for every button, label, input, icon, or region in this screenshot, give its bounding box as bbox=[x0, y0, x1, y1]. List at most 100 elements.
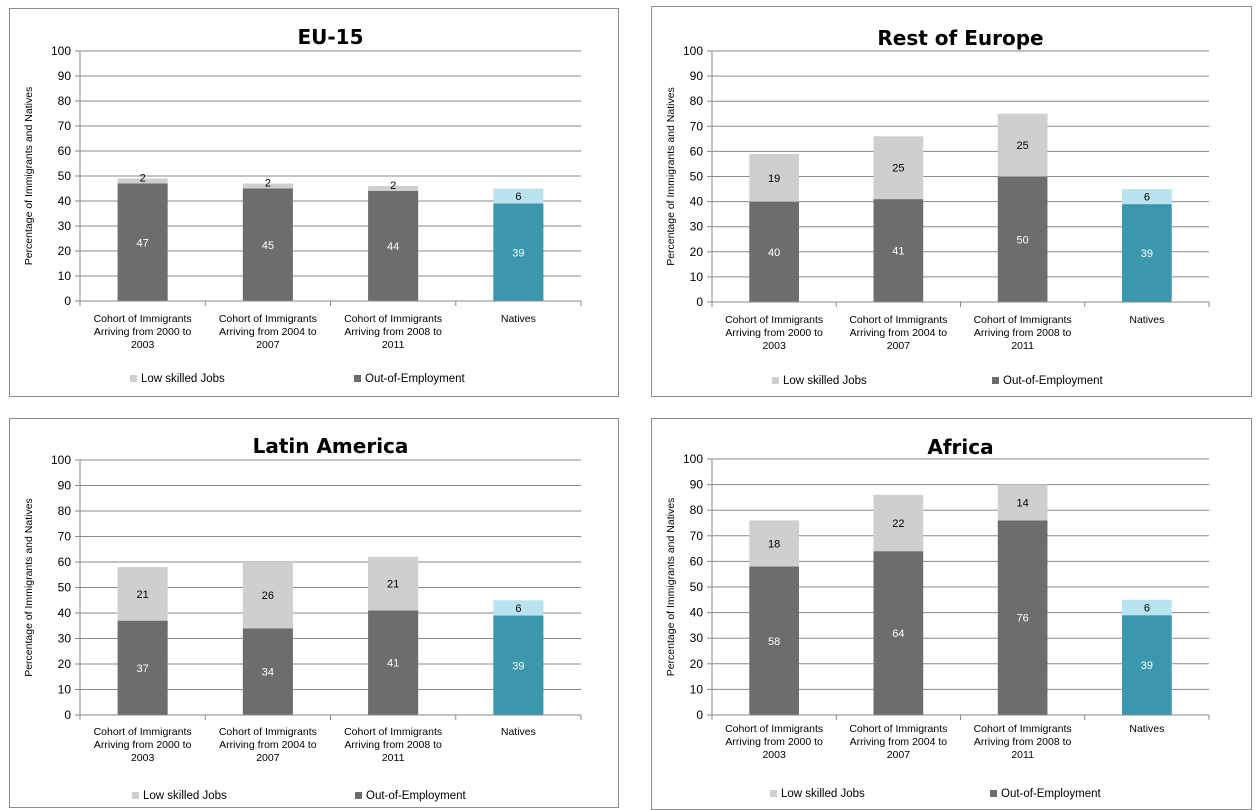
bar-chart: Rest of Europe 0 10 20 30 40 50 60 70 80 90 100 Perc… bbox=[665, 26, 1210, 387]
legend-label: Out-of-Employment bbox=[1003, 375, 1104, 387]
x-category-label: Natives bbox=[501, 726, 536, 738]
y-tick-label: 30 bbox=[58, 219, 72, 233]
y-tick-label: 100 bbox=[51, 44, 71, 58]
bar-low-skilled-jobs bbox=[117, 567, 168, 621]
x-category-label: Cohort of Immigrants Arriving from 2008 t… bbox=[974, 314, 1072, 352]
y-tick-label: 20 bbox=[690, 245, 704, 259]
y-tick-label: 90 bbox=[690, 478, 704, 492]
x-category-label-line: Cohort of Immigrants bbox=[94, 313, 192, 325]
y-tick-label: 70 bbox=[690, 119, 704, 133]
y-tick-label: 60 bbox=[58, 555, 72, 569]
legend-label: Out-of-Employment bbox=[365, 373, 466, 385]
x-category-label-line: Cohort of Immigrants bbox=[725, 723, 823, 735]
y-tick-label: 100 bbox=[51, 453, 71, 467]
data-label-low-skilled-jobs: 6 bbox=[1144, 192, 1150, 204]
legend-label: Out-of-Employment bbox=[1001, 788, 1102, 800]
x-category-label-line: 2007 bbox=[887, 340, 911, 352]
chart-title: Rest of Europe bbox=[877, 26, 1043, 50]
data-label-out-of-employment: 50 bbox=[1017, 234, 1029, 246]
x-category-label-line: 2003 bbox=[131, 339, 155, 351]
x-category-label: Cohort of Immigrants Arriving from 2000 t… bbox=[725, 314, 823, 352]
y-tick-label: 80 bbox=[58, 504, 72, 518]
bar-low-skilled-jobs bbox=[873, 494, 924, 552]
x-category-label-line: Cohort of Immigrants bbox=[344, 726, 442, 738]
y-tick-label: 10 bbox=[690, 682, 704, 696]
bar-chart: Africa 0 10 20 30 40 50 60 70 80 90 100 Percentage o… bbox=[665, 435, 1210, 800]
x-category-label: Natives bbox=[501, 313, 536, 325]
data-label-out-of-employment: 64 bbox=[892, 628, 904, 640]
y-tick-label: 80 bbox=[690, 503, 704, 517]
y-tick-label: 20 bbox=[58, 244, 72, 258]
bar-out-of-employment bbox=[242, 628, 293, 715]
y-tick-label: 0 bbox=[64, 294, 71, 308]
y-tick-label: 40 bbox=[58, 194, 72, 208]
legend-swatch bbox=[770, 790, 777, 797]
y-tick-label: 90 bbox=[58, 69, 72, 83]
x-category-label-line: 2011 bbox=[1011, 340, 1034, 352]
y-tick-label: 90 bbox=[690, 69, 704, 83]
chart-title: EU-15 bbox=[297, 25, 363, 49]
bar-chart: EU-15 0 10 20 30 40 50 60 70 80 90 100 Percentage of… bbox=[23, 25, 582, 385]
data-label-low-skilled-jobs: 14 bbox=[1017, 498, 1029, 510]
x-category-label-line: Arriving from 2004 to bbox=[850, 327, 948, 339]
bar-out-of-employment bbox=[873, 199, 924, 302]
y-axis-label: Percentage of Immigrants and Natives bbox=[665, 87, 677, 266]
bar-out-of-employment bbox=[749, 201, 799, 302]
legend-label: Low skilled Jobs bbox=[783, 375, 867, 387]
bar-out-of-employment bbox=[997, 520, 1048, 715]
x-category-label: Cohort of Immigrants Arriving from 2008 t… bbox=[344, 313, 442, 351]
y-axis-label: Percentage of Immigrants and Natives bbox=[665, 498, 677, 677]
y-tick-label: 70 bbox=[58, 530, 72, 544]
chart-title: Africa bbox=[927, 435, 993, 459]
x-category-label: Cohort of Immigrants Arriving from 2000 t… bbox=[94, 726, 192, 764]
legend-swatch bbox=[130, 375, 137, 382]
legend-label: Low skilled Jobs bbox=[781, 788, 865, 800]
x-category-label-line: Arriving from 2008 to bbox=[974, 327, 1072, 339]
y-tick-label: 20 bbox=[58, 657, 72, 671]
y-tick-label: 30 bbox=[690, 220, 704, 234]
chart-panel-rest-of-europe: Rest of Europe 0 10 20 30 40 50 60 70 80 90 100 Perc… bbox=[651, 6, 1252, 397]
data-label-low-skilled-jobs: 2 bbox=[390, 180, 396, 192]
y-tick-label: 90 bbox=[58, 479, 72, 493]
legend-label: Out-of-Employment bbox=[366, 790, 467, 802]
x-category-label: Cohort of Immigrants Arriving from 2004 t… bbox=[219, 726, 317, 764]
y-tick-label: 0 bbox=[696, 708, 703, 722]
x-category-label-line: 2011 bbox=[382, 339, 405, 351]
data-label-out-of-employment: 40 bbox=[768, 247, 780, 259]
y-tick-label: 60 bbox=[58, 144, 72, 158]
x-category-label-line: Natives bbox=[501, 313, 536, 325]
x-category-label-line: 2011 bbox=[382, 752, 405, 764]
y-tick-label: 10 bbox=[690, 270, 704, 284]
bar-low-skilled-jobs bbox=[1122, 189, 1172, 205]
x-category-label-line: Natives bbox=[501, 726, 536, 738]
bar-out-of-employment bbox=[749, 566, 799, 715]
data-label-out-of-employment: 45 bbox=[262, 240, 274, 252]
y-tick-label: 60 bbox=[690, 554, 704, 568]
x-category-label: Cohort of Immigrants Arriving from 2000 t… bbox=[725, 723, 823, 761]
x-category-label: Natives bbox=[1129, 314, 1164, 326]
data-label-out-of-employment: 41 bbox=[387, 658, 399, 670]
bar-low-skilled-jobs bbox=[368, 186, 419, 191]
y-tick-label: 50 bbox=[58, 581, 72, 595]
bar-low-skilled-jobs bbox=[997, 484, 1048, 521]
bar-out-of-employment bbox=[1122, 204, 1172, 302]
data-label-out-of-employment: 39 bbox=[1141, 248, 1153, 260]
bar-out-of-employment bbox=[368, 610, 419, 715]
data-label-low-skilled-jobs: 6 bbox=[515, 191, 521, 203]
x-category-label: Cohort of Immigrants Arriving from 2008 t… bbox=[974, 723, 1072, 761]
y-tick-label: 100 bbox=[683, 452, 703, 466]
x-category-label-line: Arriving from 2004 to bbox=[219, 326, 317, 338]
x-category-label-line: 2003 bbox=[762, 749, 786, 761]
data-label-low-skilled-jobs: 21 bbox=[387, 579, 399, 591]
y-tick-label: 10 bbox=[58, 683, 72, 697]
chart-title: Latin America bbox=[253, 434, 409, 458]
data-label-out-of-employment: 41 bbox=[892, 246, 904, 258]
x-category-label-line: Cohort of Immigrants bbox=[974, 723, 1072, 735]
x-category-label-line: 2011 bbox=[1011, 749, 1034, 761]
bar-low-skilled-jobs bbox=[242, 183, 293, 189]
data-label-low-skilled-jobs: 25 bbox=[892, 163, 904, 175]
x-category-label-line: Arriving from 2008 to bbox=[344, 739, 442, 751]
data-label-out-of-employment: 39 bbox=[1141, 660, 1153, 672]
chart-panel-africa: Africa 0 10 20 30 40 50 60 70 80 90 100 Percentage o… bbox=[651, 418, 1252, 810]
bar-out-of-employment bbox=[493, 203, 544, 301]
